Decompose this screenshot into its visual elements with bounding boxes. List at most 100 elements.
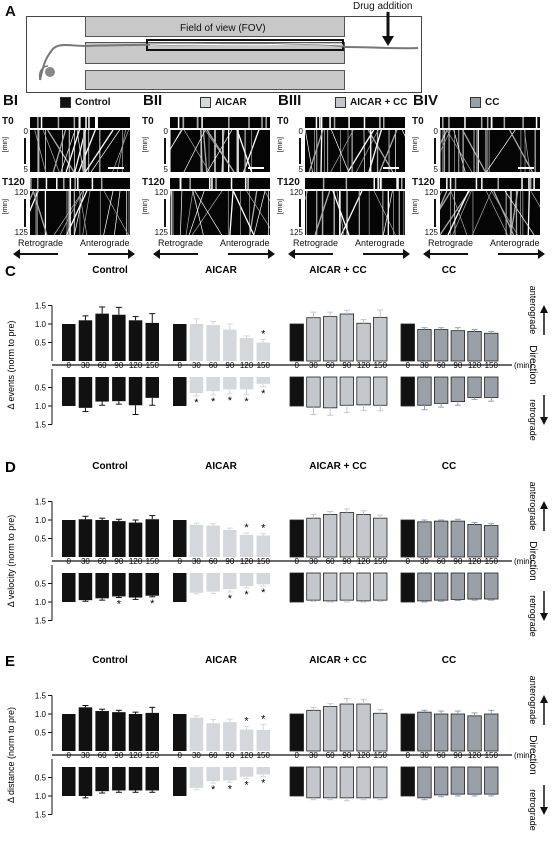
xtick-label-C: 90 bbox=[114, 361, 123, 370]
kymograph-0-3 bbox=[30, 191, 130, 235]
channel-middle bbox=[85, 42, 345, 64]
bar-retro-C-1-0 bbox=[173, 377, 187, 406]
condition-swatch-3 bbox=[470, 97, 481, 108]
ytick-top-label: 1.0 bbox=[35, 516, 47, 525]
bar-antero-D-1-5 bbox=[256, 535, 270, 557]
ytick-top-label: 1.0 bbox=[35, 320, 47, 329]
bar-retro-D-1-0 bbox=[173, 573, 187, 602]
kymo-track bbox=[192, 191, 204, 235]
condition-title-3: CC bbox=[470, 97, 499, 108]
kymo-track bbox=[52, 130, 67, 172]
xtick-label-E: 120 bbox=[468, 751, 482, 760]
retrograde-arrow-1 bbox=[158, 253, 198, 255]
time-arrow-1-1 bbox=[164, 138, 166, 164]
kymograph-0-1 bbox=[30, 130, 130, 172]
kymo-track bbox=[34, 130, 46, 172]
xtick-label-C: 90 bbox=[453, 361, 462, 370]
direction-label-D: Direction bbox=[527, 541, 538, 580]
group-title-C-2: AICAR + CC bbox=[309, 265, 367, 276]
group-title-C-3: CC bbox=[442, 265, 456, 276]
channel-bottom bbox=[85, 70, 345, 90]
kymo-track bbox=[440, 191, 452, 211]
kymo-track bbox=[246, 191, 270, 229]
bar-retro-E-1-0 bbox=[173, 767, 187, 796]
bar-retro-E-3-3 bbox=[450, 766, 466, 795]
bar-antero-E-1-2 bbox=[206, 723, 220, 751]
sig-star-retro: * bbox=[211, 396, 216, 408]
bar-antero-E-0-5 bbox=[145, 712, 159, 751]
bar-antero-D-2-0 bbox=[289, 519, 304, 558]
xtick-label-C: 150 bbox=[374, 361, 388, 370]
bar-retro-E-2-1 bbox=[306, 766, 321, 799]
kymo-track bbox=[331, 130, 349, 172]
ytick-bottom-label: 1.5 bbox=[35, 421, 47, 430]
sig-star-retro: * bbox=[244, 780, 249, 792]
bar-antero-C-3-5 bbox=[484, 332, 499, 362]
bar-antero-D-0-1 bbox=[78, 519, 93, 557]
kymo-track bbox=[485, 130, 516, 172]
panel-label-D: D bbox=[5, 459, 16, 476]
kymo-track bbox=[491, 191, 518, 235]
bar-retro-D-3-0 bbox=[400, 572, 415, 603]
sig-star-antero: * bbox=[261, 523, 266, 535]
bar-antero-D-0-0 bbox=[62, 520, 76, 557]
bar-retro-E-0-5 bbox=[145, 767, 159, 791]
antero-direction-label-D: anterograde bbox=[528, 482, 538, 531]
bar-retro-D-1-2 bbox=[206, 573, 220, 592]
ytick-top-label: 1.0 bbox=[35, 710, 47, 719]
anterograde-arrow-0 bbox=[88, 253, 128, 255]
bar-retro-C-1-3 bbox=[223, 377, 237, 390]
tick-end-0-3: 125 bbox=[14, 228, 28, 237]
retro-direction-label-D: retrograde bbox=[528, 595, 538, 637]
sig-star-retro: * bbox=[117, 599, 122, 611]
panel-label-E: E bbox=[5, 653, 15, 670]
xtick-label-D: 60 bbox=[326, 557, 335, 566]
xtick-label-C: 30 bbox=[309, 361, 318, 370]
xtick-label-C: 120 bbox=[357, 361, 371, 370]
kymograph-0-0 bbox=[30, 117, 130, 128]
bar-antero-D-2-5 bbox=[373, 517, 388, 558]
group-title-E-0: Control bbox=[92, 655, 128, 666]
sig-star-antero: * bbox=[261, 329, 266, 341]
bar-retro-C-2-3 bbox=[339, 376, 355, 406]
kymograph-0-2 bbox=[30, 178, 130, 189]
bar-retro-E-0-3 bbox=[112, 767, 126, 791]
time-label-0-0: T0 bbox=[2, 116, 14, 127]
bar-antero-E-3-2 bbox=[433, 713, 449, 752]
bar-retro-C-3-1 bbox=[417, 376, 432, 406]
bar-antero-C-0-1 bbox=[78, 320, 93, 361]
group-title-E-1: AICAR bbox=[205, 655, 237, 666]
xtick-label-D: 0 bbox=[295, 557, 300, 566]
bar-retro-C-3-0 bbox=[400, 376, 415, 407]
bar-retro-C-2-1 bbox=[306, 376, 321, 408]
ytick-bottom-label: 1.0 bbox=[35, 598, 47, 607]
xtick-label-C: 0 bbox=[67, 361, 72, 370]
bar-antero-E-2-1 bbox=[306, 709, 321, 752]
kymo-track bbox=[42, 130, 60, 172]
bar-antero-C-3-3 bbox=[450, 330, 466, 362]
bar-retro-D-3-5 bbox=[484, 572, 499, 600]
panel-b-label-3: BIV bbox=[413, 92, 439, 109]
anterograde-arrow-3 bbox=[498, 253, 538, 255]
tick-end-1-1: 5 bbox=[163, 165, 168, 174]
panel-label-C: C bbox=[5, 263, 16, 280]
kymo-track bbox=[180, 191, 183, 235]
bar-retro-D-1-5 bbox=[256, 573, 270, 585]
bar-retro-C-0-3 bbox=[112, 377, 126, 402]
retrograde-label-1: Retrograde bbox=[158, 238, 204, 248]
bar-retro-E-0-1 bbox=[78, 767, 93, 796]
xtick-label-D: 90 bbox=[225, 557, 234, 566]
bar-antero-D-3-5 bbox=[484, 525, 499, 558]
tick-end-2-1: 5 bbox=[298, 165, 303, 174]
xtick-label-E: 30 bbox=[309, 751, 318, 760]
ytick-top-label: 1.5 bbox=[35, 302, 47, 311]
kymo-track bbox=[305, 191, 308, 201]
kymo-track bbox=[183, 130, 206, 172]
bar-antero-C-1-5 bbox=[256, 342, 270, 361]
bar-retro-D-3-1 bbox=[417, 572, 432, 602]
condition-name-1: AICAR bbox=[215, 97, 247, 108]
time-arrow-3-1 bbox=[434, 138, 436, 164]
xtick-label-D: 150 bbox=[146, 557, 160, 566]
anterograde-arrowhead-1 bbox=[268, 249, 275, 259]
bar-retro-E-3-5 bbox=[484, 766, 499, 795]
